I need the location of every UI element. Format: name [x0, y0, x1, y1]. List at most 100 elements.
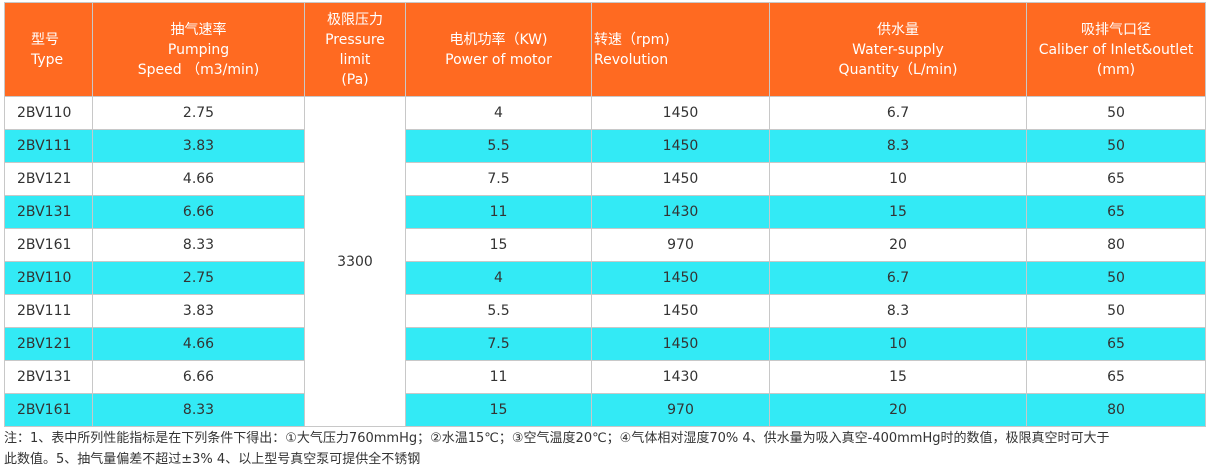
cell-water: 6.7 — [769, 261, 1027, 295]
cell-caliber: 65 — [1026, 327, 1206, 361]
cell-caliber: 80 — [1026, 228, 1206, 262]
header-pressure: 极限压力 Pressure limit (Pa) — [304, 2, 406, 97]
table-row: 2BV111 3.83 5.5 1450 8.3 50 — [4, 294, 1206, 328]
cell-model: 2BV131 — [4, 360, 93, 394]
footnote: 注：1、表中所列性能指标是在下列条件下得出：①大气压力760mmHg；②水温15… — [4, 428, 1204, 470]
cell-water: 8.3 — [769, 129, 1027, 163]
cell-water: 20 — [769, 393, 1027, 427]
header-type-en: Type — [31, 51, 64, 68]
cell-speed: 6.66 — [92, 360, 305, 394]
header-type: 型号 Type — [4, 2, 93, 97]
header-water-cn: 供水量 — [877, 21, 919, 38]
cell-caliber: 80 — [1026, 393, 1206, 427]
cell-water: 20 — [769, 228, 1027, 262]
cell-rpm: 1450 — [591, 129, 770, 163]
header-water: 供水量 Water-supply Quantity（L/min) — [769, 2, 1027, 97]
cell-rpm: 1430 — [591, 195, 770, 229]
cell-speed: 4.66 — [92, 327, 305, 361]
table-row: 2BV110 2.75 3300 4 1450 6.7 50 — [4, 96, 1206, 427]
cell-rpm: 1450 — [591, 261, 770, 295]
spec-table: 型号 Type 抽气速率 Pumping Speed （m3/min) 极限压力… — [4, 2, 1206, 427]
cell-water: 8.3 — [769, 294, 1027, 328]
cell-speed: 2.75 — [92, 96, 305, 130]
cell-speed: 2.75 — [92, 261, 305, 295]
cell-caliber: 50 — [1026, 294, 1206, 328]
cell-rpm: 1450 — [591, 327, 770, 361]
cell-model: 2BV121 — [4, 162, 93, 196]
cell-caliber: 65 — [1026, 195, 1206, 229]
cell-rpm: 1450 — [591, 96, 770, 130]
cell-rpm: 970 — [591, 393, 770, 427]
cell-model: 2BV110 — [4, 261, 93, 295]
cell-water: 10 — [769, 327, 1027, 361]
cell-speed: 4.66 — [92, 162, 305, 196]
cell-model: 2BV111 — [4, 129, 93, 163]
header-power-cn: 电机功率（KW) — [449, 31, 548, 48]
header-revolution: 转速（rpm) Revolution — [591, 2, 770, 97]
header-water-en-1: Water-supply — [852, 41, 944, 58]
cell-rpm: 1450 — [591, 294, 770, 328]
table-row: 2BV121 4.66 7.5 1450 10 65 — [4, 162, 1206, 196]
header-water-en-2: Quantity（L/min) — [838, 61, 958, 78]
cell-caliber: 65 — [1026, 162, 1206, 196]
cell-water: 6.7 — [769, 96, 1027, 130]
header-row: 型号 Type 抽气速率 Pumping Speed （m3/min) 极限压力… — [4, 2, 1206, 97]
footnote-line-2: 此数值。5、抽气量偏差不超过±3% 4、以上型号真空泵可提供全不锈钢 — [4, 452, 421, 467]
header-speed-en-1: Pumping — [167, 41, 230, 58]
header-speed: 抽气速率 Pumping Speed （m3/min) — [92, 2, 305, 97]
cell-caliber: 50 — [1026, 261, 1206, 295]
header-caliber-unit: (mm) — [1096, 61, 1136, 78]
header-type-cn: 型号 — [31, 31, 59, 48]
header-power-en: Power of motor — [445, 51, 552, 68]
cell-speed: 6.66 — [92, 195, 305, 229]
header-power: 电机功率（KW) Power of motor — [405, 2, 592, 97]
cell-caliber: 50 — [1026, 96, 1206, 130]
header-caliber-en: Caliber of Inlet&outlet — [1038, 41, 1194, 58]
cell-caliber: 50 — [1026, 129, 1206, 163]
cell-power: 15 — [405, 228, 592, 262]
footnote-line-1: 注：1、表中所列性能指标是在下列条件下得出：①大气压力760mmHg；②水温15… — [4, 431, 1110, 446]
cell-speed: 3.83 — [92, 129, 305, 163]
cell-power: 7.5 — [405, 162, 592, 196]
cell-power: 15 — [405, 393, 592, 427]
cell-power: 5.5 — [405, 294, 592, 328]
cell-water: 10 — [769, 162, 1027, 196]
cell-water: 15 — [769, 360, 1027, 394]
cell-model: 2BV161 — [4, 228, 93, 262]
header-pressure-cn: 极限压力 — [327, 11, 383, 28]
header-caliber: 吸排气口径 Caliber of Inlet&outlet (mm) — [1026, 2, 1206, 97]
cell-pressure: 3300 — [304, 96, 406, 427]
cell-power: 7.5 — [405, 327, 592, 361]
table-row: 2BV111 3.83 5.5 1450 8.3 50 — [4, 129, 1206, 163]
cell-power: 11 — [405, 195, 592, 229]
cell-power: 11 — [405, 360, 592, 394]
cell-rpm: 1430 — [591, 360, 770, 394]
table-row: 2BV161 8.33 15 970 20 80 — [4, 393, 1206, 427]
cell-speed: 8.33 — [92, 393, 305, 427]
table-row: 2BV121 4.66 7.5 1450 10 65 — [4, 327, 1206, 361]
cell-power: 4 — [405, 261, 592, 295]
header-pressure-en-1: Pressure — [325, 31, 385, 48]
table-row: 2BV110 2.75 4 1450 6.7 50 — [4, 261, 1206, 295]
cell-power: 5.5 — [405, 129, 592, 163]
header-caliber-cn: 吸排气口径 — [1081, 21, 1151, 38]
cell-rpm: 1450 — [591, 162, 770, 196]
cell-model: 2BV131 — [4, 195, 93, 229]
cell-model: 2BV161 — [4, 393, 93, 427]
table-row: 2BV131 6.66 11 1430 15 65 — [4, 195, 1206, 229]
cell-caliber: 65 — [1026, 360, 1206, 394]
cell-speed: 8.33 — [92, 228, 305, 262]
header-pressure-en-2: limit — [339, 51, 371, 68]
cell-model: 2BV111 — [4, 294, 93, 328]
header-pressure-unit: (Pa) — [341, 71, 369, 88]
header-speed-en-2: Speed （m3/min) — [137, 61, 260, 78]
table-row: 2BV131 6.66 11 1430 15 65 — [4, 360, 1206, 394]
table-row: 2BV161 8.33 15 970 20 80 — [4, 228, 1206, 262]
cell-model: 2BV121 — [4, 327, 93, 361]
header-speed-cn: 抽气速率 — [170, 21, 227, 38]
header-revolution-en: Revolution — [594, 51, 669, 68]
cell-power: 4 — [405, 96, 592, 130]
cell-speed: 3.83 — [92, 294, 305, 328]
cell-model: 2BV110 — [4, 96, 93, 130]
cell-rpm: 970 — [591, 228, 770, 262]
